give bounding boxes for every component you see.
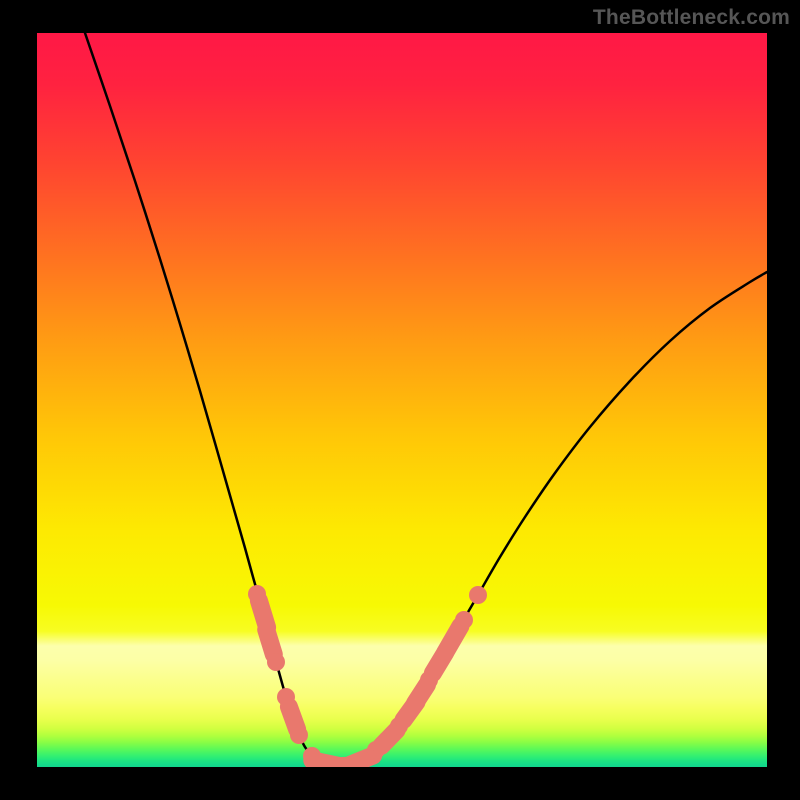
chart-container: TheBottleneck.com [0,0,800,800]
marker-pill [351,756,373,765]
marker-dot [290,726,308,744]
marker-pill [289,707,297,730]
marker-dot [267,653,285,671]
marker-pill [266,630,274,655]
marker-dot [469,586,487,604]
bottleneck-chart [0,0,800,800]
attribution-label: TheBottleneck.com [593,6,790,30]
plot-background [37,33,767,767]
marker-dot [455,611,473,629]
